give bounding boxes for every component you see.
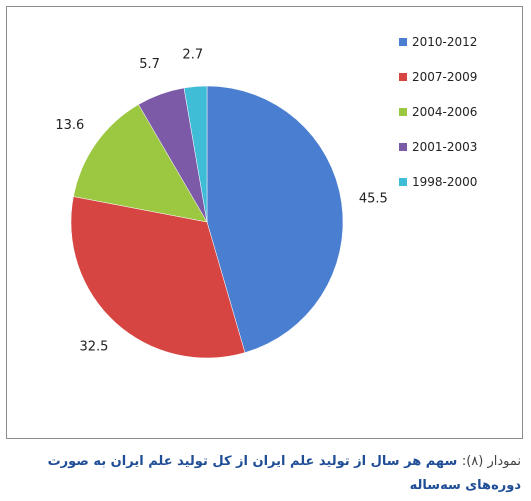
legend-label: 2007-2009 — [412, 70, 477, 84]
legend-swatch — [399, 178, 407, 186]
chart-caption: نمودار (۸): سهم هر سال از تولید علم ایرا… — [8, 450, 521, 498]
legend-label: 2001-2003 — [412, 140, 477, 154]
slice-value-label: 13.6 — [55, 118, 84, 133]
pie-slices — [70, 85, 344, 359]
legend-swatch — [399, 38, 407, 46]
slice-value-label: 45.5 — [359, 191, 388, 206]
legend-label: 2010-2012 — [412, 35, 477, 49]
slice-value-label: 32.5 — [79, 339, 108, 354]
legend: 2010-2012 2007-2009 2004-2006 2001-2003 1998… — [399, 35, 477, 189]
pie-slice-1998-2000 — [183, 85, 208, 223]
legend-swatch — [399, 73, 407, 81]
legend-label: 1998-2000 — [412, 175, 477, 189]
slice-value-label: 2.7 — [182, 48, 203, 63]
pie-slice-2004-2006 — [73, 104, 208, 223]
pie-slice-2007-2009 — [70, 196, 246, 359]
pie-value-labels: 45.5 32.5 13.6 5.7 2.7 — [55, 48, 387, 355]
slice-value-label: 5.7 — [139, 57, 160, 72]
legend-label: 2004-2006 — [412, 105, 477, 119]
caption-text: سهم هر سال از تولید علم ایران از کل تولی… — [47, 454, 521, 493]
pie-chart: 45.5 32.5 13.6 5.7 2.7 2010-2012 2007-2009 200… — [55, 35, 477, 359]
legend-swatch — [399, 108, 407, 116]
pie-slice-2010-2012 — [206, 85, 344, 353]
caption-prefix: نمودار (۸): — [461, 454, 521, 469]
legend-swatch — [399, 143, 407, 151]
